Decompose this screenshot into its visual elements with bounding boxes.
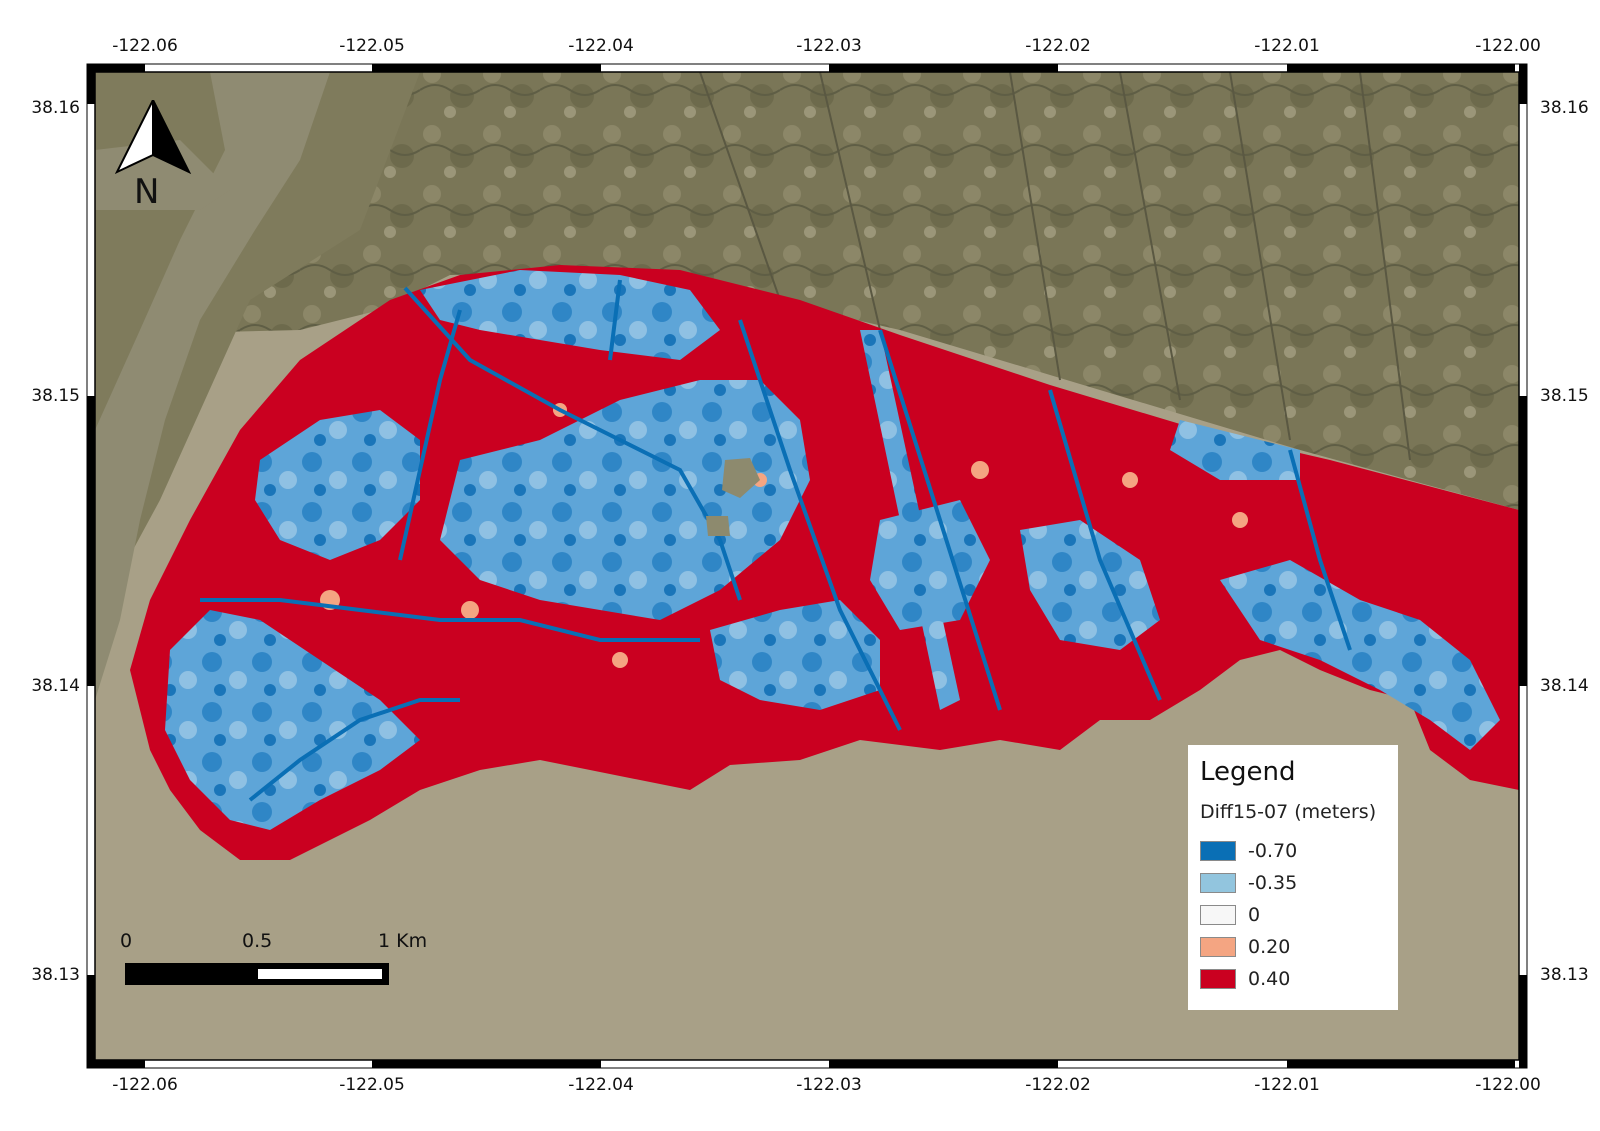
lon-tick-top: -122.06 [112,36,178,56]
legend: Legend Diff15-07 (meters) -0.70 -0.35 0 … [1188,745,1398,1010]
lon-tick-top: -122.05 [339,36,405,56]
diff-raster-blue-west [165,610,420,830]
legend-item: 0 [1200,899,1398,931]
diff-raster-blue-central [440,380,810,620]
marshland [95,72,1519,510]
lon-tick-top: -122.00 [1475,36,1541,56]
diff-raster-blue-east4 [1170,420,1300,480]
marsh-ditches [699,72,1411,461]
legend-item-label: -0.35 [1248,872,1298,894]
diff-raster-blue-east5 [1220,560,1500,750]
graticule-border [87,64,1527,1068]
legend-swatch [1200,873,1236,893]
legend-title: Legend [1200,757,1296,787]
lat-tick-left: 38.13 [31,965,80,985]
legend-item: -0.35 [1200,867,1398,899]
scale-label: 0.5 [242,930,273,952]
lat-tick-right: 38.14 [1540,676,1589,696]
lon-tick-bottom: -122.03 [796,1075,862,1095]
interior-patch [722,458,760,498]
lat-tick-left: 38.16 [31,98,80,118]
lat-tick-left: 38.14 [31,676,80,696]
lon-tick-top: -122.01 [1254,36,1320,56]
north-arrow-icon [115,100,192,175]
map-area [95,72,1519,1060]
lat-tick-left: 38.15 [31,386,80,406]
lon-tick-bottom: -122.00 [1475,1075,1541,1095]
legend-item: 0.20 [1200,931,1398,963]
scale-label: 0 [120,930,133,952]
legend-item-label: 0.40 [1248,968,1291,990]
legend-item-label: 0 [1248,904,1261,926]
lon-tick-bottom: -122.01 [1254,1075,1320,1095]
lon-tick-bottom: -122.02 [1025,1075,1091,1095]
legend-layer-name: Diff15-07 (meters) [1200,801,1377,823]
diff-raster-blue-east2 [870,500,990,630]
north-label: N [134,172,160,212]
lon-tick-bottom: -122.05 [339,1075,405,1095]
interior-patch [706,516,730,536]
legend-item-label: -0.70 [1248,840,1298,862]
lon-tick-top: -122.03 [796,36,862,56]
diff-raster-blue-channel [710,600,880,710]
legend-swatch [1200,905,1236,925]
lat-tick-right: 38.13 [1540,965,1589,985]
legend-swatch [1200,969,1236,989]
lon-tick-top: -122.02 [1025,36,1091,56]
scale-label: 1 Km [378,930,428,952]
legend-swatch [1200,937,1236,957]
lat-tick-right: 38.15 [1540,386,1589,406]
legend-item: -0.70 [1200,835,1398,867]
legend-item-label: 0.20 [1248,936,1291,958]
lon-tick-bottom: -122.04 [568,1075,634,1095]
scale-bar: 0 0.5 1 Km [120,930,427,990]
legend-swatch [1200,841,1236,861]
lon-tick-bottom: -122.06 [112,1075,178,1095]
lon-tick-top: -122.04 [568,36,634,56]
tidal-channels [200,279,1352,802]
diff-raster-blue-basin [255,410,420,560]
legend-item: 0.40 [1200,963,1398,995]
diff-raster-blue-north [420,270,720,360]
scale-bar-graphic [125,963,389,985]
lat-tick-right: 38.16 [1540,98,1589,118]
